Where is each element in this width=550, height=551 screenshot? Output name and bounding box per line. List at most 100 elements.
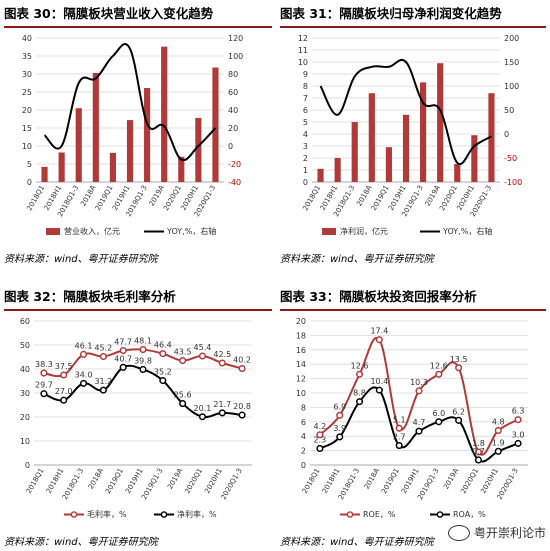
chart-title: 图表 30：隔膜板块营业收入变化趋势 bbox=[4, 4, 272, 28]
legend-marker bbox=[160, 511, 168, 518]
x-tick-label: 2020H1 bbox=[203, 467, 224, 495]
y-tick-label: 7 bbox=[303, 94, 308, 103]
data-point bbox=[395, 424, 403, 432]
x-tick-label: 2018A bbox=[355, 184, 373, 208]
x-tick-label: 2019A bbox=[148, 184, 166, 208]
bar bbox=[437, 63, 444, 183]
y-tick-label: 10 bbox=[298, 58, 308, 67]
chart-panel-32: 图表 32：隔膜板块毛利率分析 0 10 20 30 40 50 60 2018Q1 2018H… bbox=[4, 287, 272, 549]
data-point bbox=[494, 426, 502, 434]
data-label: 46.1 bbox=[75, 341, 93, 350]
x-tick-label: 2020Q1 bbox=[459, 467, 480, 495]
data-point bbox=[40, 369, 48, 377]
data-point bbox=[119, 363, 127, 371]
data-point bbox=[514, 439, 522, 447]
y-tick-label: 35 bbox=[22, 52, 32, 61]
bar bbox=[161, 46, 168, 182]
x-tick-label: 2019H1 bbox=[124, 467, 145, 495]
data-label: 20.1 bbox=[194, 404, 212, 413]
legend-label: YOY,%，右轴 bbox=[442, 226, 492, 236]
y-tick-label: 5 bbox=[27, 160, 32, 169]
bar bbox=[368, 93, 375, 182]
legend-marker bbox=[346, 511, 354, 518]
bar bbox=[420, 82, 427, 182]
net-profit-chart: 0123456789101112-100-500501001502002018Q… bbox=[298, 34, 522, 236]
y2-tick-label: 0 bbox=[228, 142, 233, 151]
y-tick-label: 12 bbox=[296, 375, 306, 384]
y-tick-label: 30 bbox=[22, 70, 32, 79]
bar bbox=[75, 108, 82, 182]
chart-title: 图表 31：隔膜板块归母净利润变化趋势 bbox=[280, 4, 546, 28]
y-tick-label: 8 bbox=[301, 403, 306, 412]
data-label: 0.7 bbox=[472, 447, 485, 456]
data-label: 4.8 bbox=[492, 417, 505, 426]
y-tick-label: 3 bbox=[303, 142, 308, 151]
data-point bbox=[238, 411, 246, 419]
data-point bbox=[159, 350, 167, 358]
bar bbox=[351, 122, 358, 182]
y2-tick-label: 100 bbox=[228, 52, 243, 61]
data-label: 8.8 bbox=[353, 389, 366, 398]
bar bbox=[109, 152, 116, 182]
data-point bbox=[316, 444, 324, 452]
x-tick-label: 2018A bbox=[87, 467, 105, 491]
y2-tick-label: 0 bbox=[504, 130, 509, 139]
data-point bbox=[435, 370, 443, 378]
data-label: 12.6 bbox=[351, 361, 369, 370]
y-tick-label: 14 bbox=[296, 360, 306, 369]
y2-tick-label: 20 bbox=[228, 124, 238, 133]
bar bbox=[471, 135, 478, 182]
data-label: 3.0 bbox=[512, 430, 525, 439]
wechat-icon bbox=[447, 524, 470, 541]
bar bbox=[178, 156, 185, 182]
series-line bbox=[43, 43, 217, 162]
y2-tick-label: 100 bbox=[504, 82, 519, 91]
legend-label: YOY,%，右轴 bbox=[166, 226, 216, 236]
legend-label: 净利率，% bbox=[177, 509, 217, 519]
data-label: 34.0 bbox=[75, 370, 93, 379]
legend-swatch bbox=[322, 228, 336, 235]
data-point bbox=[375, 336, 383, 344]
y2-tick-label: -50 bbox=[504, 154, 517, 163]
data-label: 35.2 bbox=[154, 368, 172, 377]
data-point bbox=[474, 448, 483, 456]
data-point bbox=[415, 387, 423, 395]
y-tick-label: 16 bbox=[296, 346, 306, 355]
y2-tick-label: 80 bbox=[228, 70, 238, 79]
data-label: 29.7 bbox=[35, 381, 53, 390]
y-tick-label: 40 bbox=[22, 34, 32, 43]
y-tick-label: 12 bbox=[298, 34, 308, 43]
data-point bbox=[179, 357, 187, 365]
y-tick-label: 1 bbox=[303, 166, 308, 175]
data-point bbox=[316, 431, 324, 439]
series-line bbox=[43, 364, 243, 419]
chart-source: 资料来源：wind、粤开证券研究院 bbox=[280, 537, 434, 548]
chart-title: 图表 32：隔膜板块毛利率分析 bbox=[4, 287, 272, 311]
chart-source: 资料来源：wind、粤开证券研究院 bbox=[4, 254, 158, 265]
y-tick-label: 20 bbox=[22, 106, 32, 115]
x-tick-label: 2019H1 bbox=[400, 467, 421, 495]
data-label: 21.7 bbox=[213, 400, 231, 409]
data-point bbox=[79, 350, 88, 358]
bar bbox=[41, 166, 48, 182]
legend-label: 净利润，亿元 bbox=[340, 226, 388, 236]
data-label: 13.5 bbox=[450, 355, 468, 364]
y2-tick-label: -100 bbox=[504, 178, 522, 187]
bar bbox=[144, 88, 151, 182]
data-point bbox=[119, 346, 127, 355]
bar bbox=[334, 158, 341, 182]
x-tick-label: 2019A bbox=[166, 467, 184, 491]
x-tick-label: 2019Q1 bbox=[380, 467, 401, 495]
y2-tick-label: 120 bbox=[228, 34, 243, 43]
data-label: 6.0 bbox=[432, 409, 445, 418]
data-point bbox=[40, 390, 48, 398]
data-point bbox=[79, 379, 88, 387]
bar bbox=[488, 93, 495, 182]
data-point bbox=[198, 413, 207, 421]
data-point bbox=[514, 416, 522, 424]
y-tick-label: 10 bbox=[22, 142, 32, 151]
data-label: 4.7 bbox=[413, 418, 426, 427]
bar bbox=[92, 72, 99, 182]
y-tick-label: 4 bbox=[303, 130, 308, 139]
